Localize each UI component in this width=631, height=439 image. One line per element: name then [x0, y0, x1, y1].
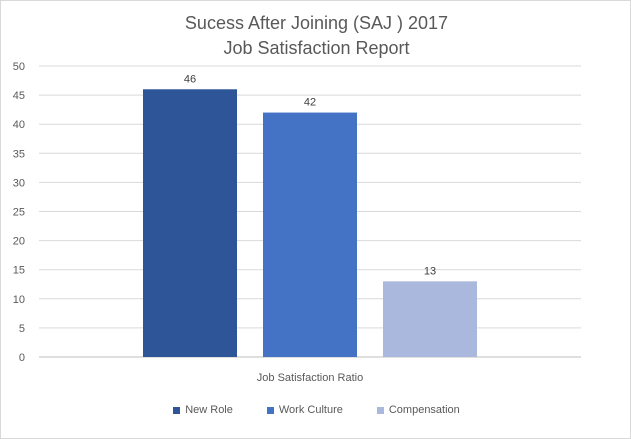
y-tick-label: 35 — [13, 148, 25, 160]
legend-item: Work Culture — [266, 404, 343, 416]
y-tick-label: 5 — [19, 323, 25, 335]
data-label: 46 — [184, 73, 196, 85]
x-category-label: Job Satisfaction Ratio — [257, 372, 363, 384]
y-tick-label: 10 — [13, 294, 25, 306]
legend-label: Work Culture — [278, 404, 343, 416]
data-label: 42 — [304, 97, 316, 109]
y-tick-label: 20 — [13, 236, 25, 248]
legend-swatch — [266, 406, 274, 414]
bar-work-culture — [263, 112, 357, 357]
y-tick-label: 25 — [13, 207, 25, 219]
y-tick-label: 40 — [13, 119, 25, 131]
bar-new-role — [143, 89, 237, 357]
legend-item: Compensation — [376, 404, 460, 416]
y-tick-label: 50 — [13, 61, 25, 73]
chart-title-line-2: Job Satisfaction Report — [223, 38, 410, 58]
y-tick-label: 30 — [13, 177, 25, 189]
data-label: 13 — [424, 265, 436, 277]
y-tick-label: 45 — [13, 90, 25, 102]
legend: New Role Work Culture Compensation — [1, 404, 630, 416]
legend-swatch — [376, 406, 384, 414]
chart-title-line-1: Sucess After Joining (SAJ ) 2017 — [184, 13, 449, 33]
y-tick-label: 15 — [13, 265, 25, 277]
legend-item: New Role — [173, 404, 233, 416]
legend-label: New Role — [185, 404, 233, 416]
legend-label: Compensation — [388, 404, 460, 416]
y-tick-label: 0 — [19, 352, 25, 364]
bar-compensation — [383, 281, 477, 357]
legend-swatch — [173, 406, 181, 414]
